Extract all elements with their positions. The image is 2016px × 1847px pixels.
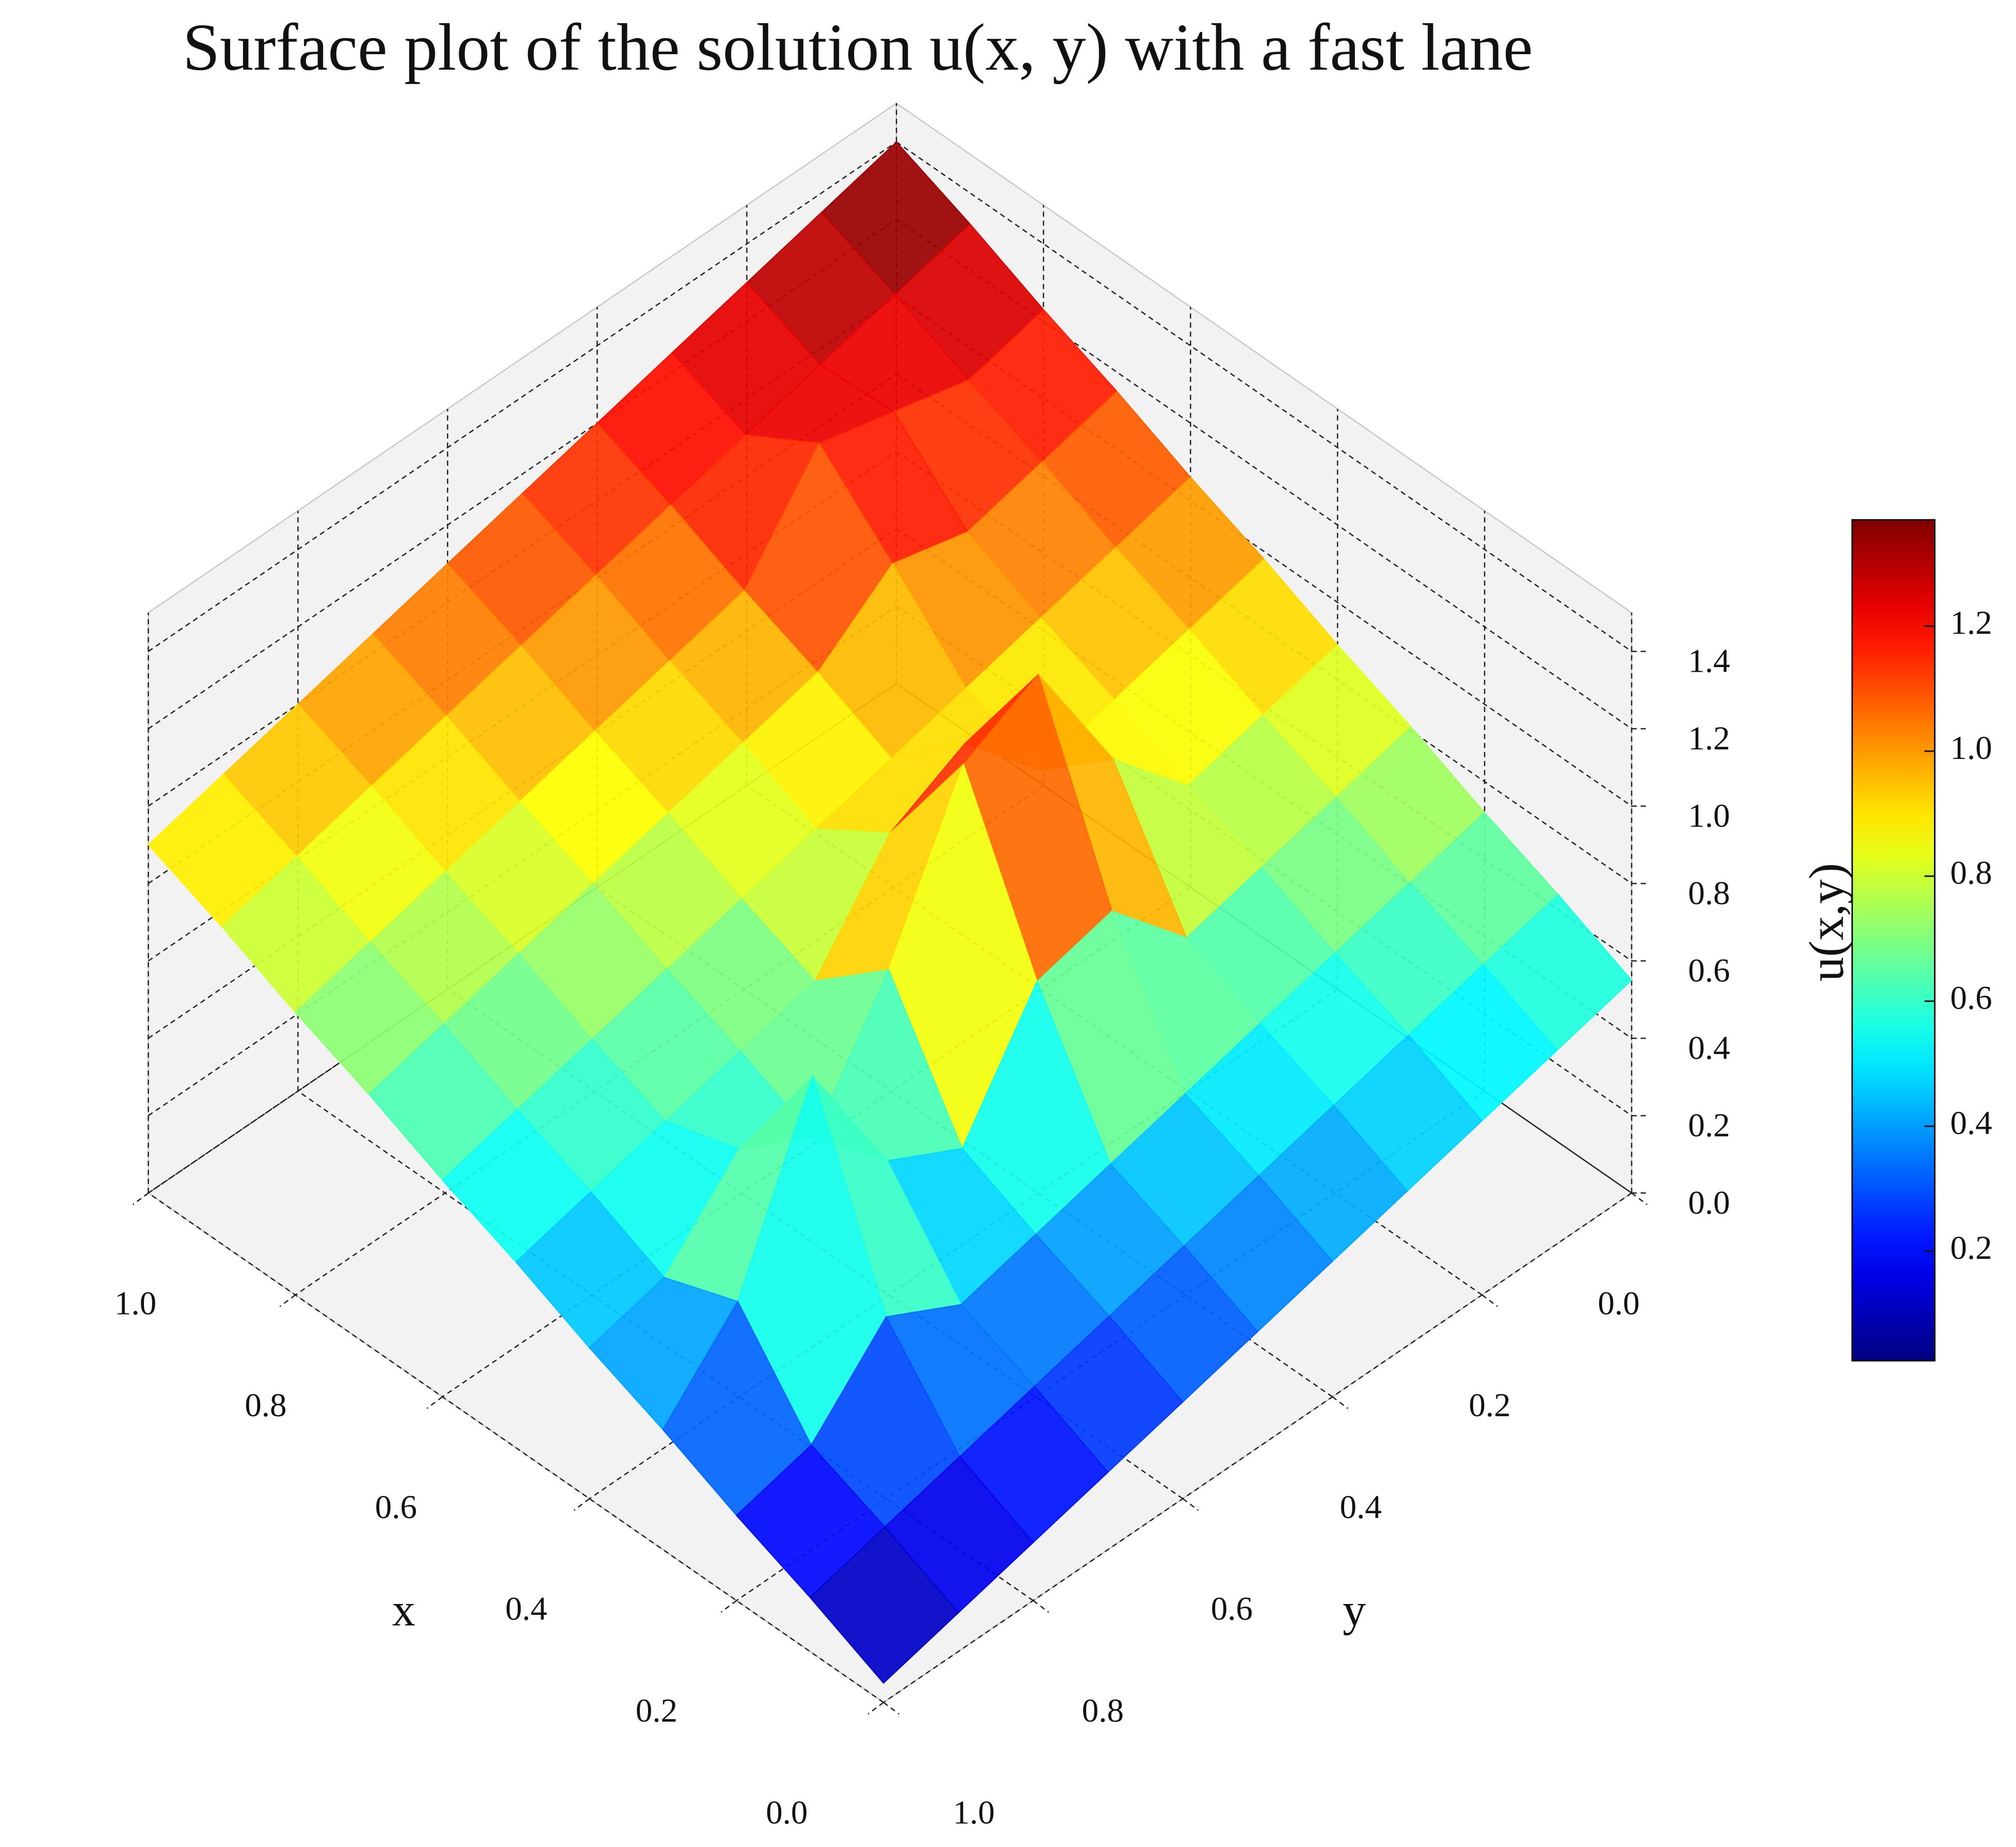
y-tick-label: 0.4 [1340,1488,1382,1526]
tick-mark [573,1498,590,1511]
z-tick-label: 0.8 [1688,874,1730,912]
x-tick-label: 0.6 [375,1488,417,1526]
colorbar-tick-label: 1.2 [1950,605,1992,642]
z-tick-label: 0.0 [1688,1184,1730,1221]
x-axis-label: x [392,1584,415,1635]
grid-line [883,1192,1632,1703]
colorbar-tick-label: 0.4 [1950,1105,1992,1142]
grid-line [896,141,1632,652]
tick-mark [1631,1192,1648,1205]
x-tick-label: 0.0 [766,1794,808,1832]
tick-mark [426,1396,443,1409]
x-tick-label: 0.2 [636,1692,678,1729]
y-tick-label: 0.6 [1211,1591,1253,1628]
y-tick-label: 0.2 [1469,1387,1511,1424]
colorbar-tick-label: 0.8 [1950,854,1992,892]
tick-mark [720,1600,737,1613]
x-tick-label: 0.8 [245,1387,286,1424]
z-axis-label: u(x,y) [1799,863,1853,981]
y-tick-label: 1.0 [953,1794,995,1832]
y-axis-label: y [1343,1584,1366,1635]
z-tick-label: 0.6 [1688,952,1730,989]
z-tick-label: 1.2 [1688,720,1730,757]
y-tick-label: 0.8 [1082,1692,1124,1729]
colorbar [1851,519,1936,1362]
tick-mark [883,1702,900,1715]
tick-mark [867,1702,884,1715]
grid-line [148,141,897,652]
tick-mark [1481,1294,1498,1307]
tick-mark [1033,1600,1049,1613]
tick-mark [1332,1396,1348,1409]
y-tick-label: 0.0 [1598,1285,1639,1322]
x-tick-label: 1.0 [115,1285,156,1322]
grid-line [148,1192,884,1703]
tick-mark [1182,1498,1199,1511]
tick-mark [132,1192,149,1205]
colorbar-tick-label: 0.6 [1950,980,1992,1017]
z-tick-label: 0.4 [1688,1029,1730,1066]
z-tick-label: 1.4 [1688,642,1730,679]
chart-title: Surface plot of the solution u(x, y) wit… [183,10,1533,85]
z-tick-label: 0.2 [1688,1107,1730,1144]
colorbar-tick-label: 0.2 [1950,1229,1992,1267]
colorbar-tick-label: 1.0 [1950,730,1992,767]
tick-mark [279,1294,296,1307]
x-tick-label: 0.4 [505,1591,547,1628]
surface-face [809,1526,959,1684]
z-tick-label: 1.0 [1688,797,1730,834]
